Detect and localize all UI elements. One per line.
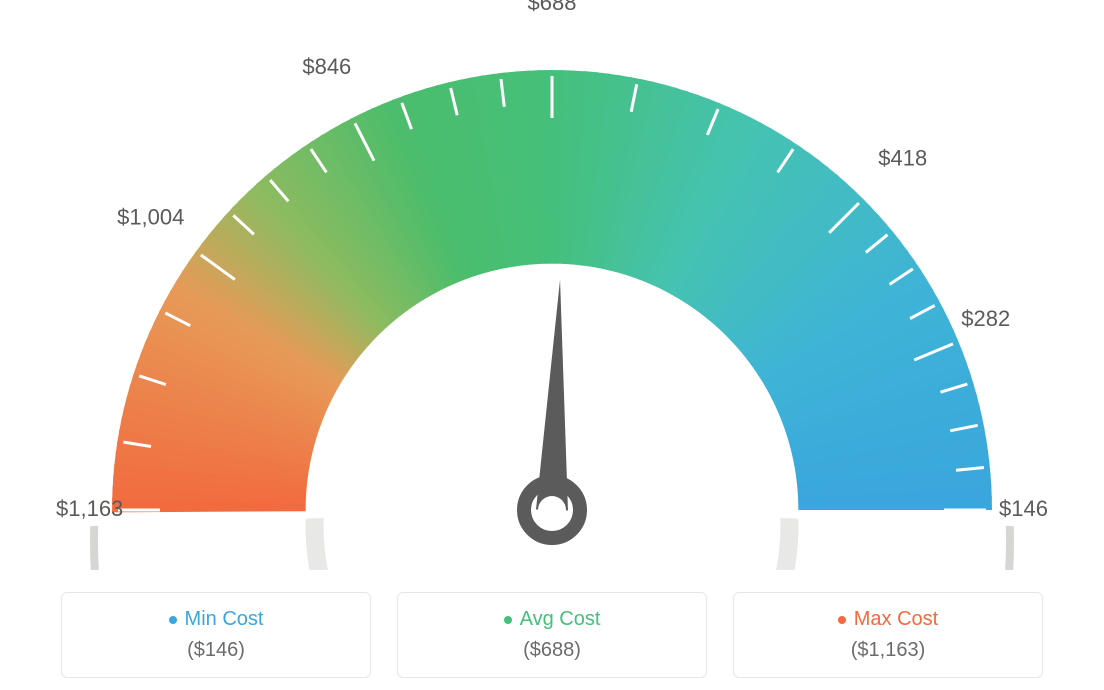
legend-max-dot [838, 616, 846, 624]
svg-text:$1,163: $1,163 [56, 496, 123, 521]
svg-text:$418: $418 [878, 145, 927, 170]
legend-min-dot [169, 616, 177, 624]
svg-text:$688: $688 [528, 0, 577, 15]
legend-avg-top: Avg Cost [504, 608, 601, 631]
gauge-svg: $146 $282 $418 $688 $846 $1,004 $1,163 [0, 0, 1104, 570]
legend-avg-dot [504, 616, 512, 624]
legend-min-label: Min Cost [185, 608, 264, 631]
svg-text:$282: $282 [961, 306, 1010, 331]
gauge-chart: $146 $282 $418 $688 $846 $1,004 $1,163 [0, 0, 1104, 570]
svg-text:$1,004: $1,004 [117, 204, 184, 229]
legend-max-top: Max Cost [838, 608, 938, 631]
legend-max-card: Max Cost ($1,163) [733, 592, 1043, 678]
legend-avg-card: Avg Cost ($688) [397, 592, 707, 678]
legend-row: Min Cost ($146) Avg Cost ($688) Max Cost… [0, 592, 1104, 678]
legend-avg-value: ($688) [523, 639, 581, 662]
svg-text:$146: $146 [999, 496, 1048, 521]
legend-max-label: Max Cost [854, 608, 938, 631]
svg-text:$846: $846 [302, 54, 351, 79]
legend-min-top: Min Cost [169, 608, 264, 631]
legend-max-value: ($1,163) [851, 639, 926, 662]
legend-min-card: Min Cost ($146) [61, 592, 371, 678]
legend-min-value: ($146) [187, 639, 245, 662]
legend-avg-label: Avg Cost [520, 608, 601, 631]
